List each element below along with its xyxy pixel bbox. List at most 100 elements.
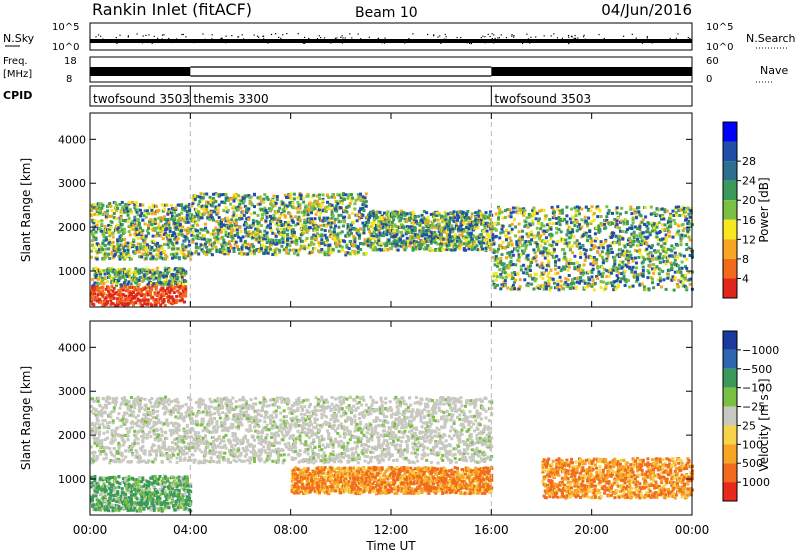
- heatmap-cell: [482, 220, 486, 224]
- heatmap-cell: [372, 237, 376, 241]
- heatmap-cell: [213, 236, 217, 240]
- heatmap-cell: [571, 278, 575, 282]
- heatmap-cell: [493, 263, 497, 267]
- heatmap-cell: [405, 218, 409, 222]
- heatmap-cell: [185, 213, 189, 217]
- heatmap-cell: [314, 212, 318, 216]
- heatmap-cell: [117, 245, 121, 249]
- heatmap-cell: [112, 245, 116, 249]
- heatmap-cell: [628, 285, 632, 289]
- heatmap-cell: [592, 211, 596, 215]
- heatmap-cell: [93, 285, 97, 289]
- heatmap-cell: [239, 206, 243, 210]
- heatmap-cell: [535, 242, 539, 246]
- heatmap-cell: [147, 251, 150, 255]
- heatmap-cell: [469, 215, 473, 219]
- heatmap-cell: [662, 255, 666, 258]
- heatmap-cell: [581, 244, 585, 248]
- heatmap-cell: [120, 200, 124, 204]
- heatmap-cell: [590, 220, 594, 224]
- heatmap-cell: [229, 202, 233, 206]
- heatmap-cell: [543, 217, 547, 221]
- heatmap-cell: [458, 238, 462, 242]
- heatmap-cell: [482, 241, 486, 245]
- heatmap-cell: [171, 234, 174, 237]
- nsky-point: [412, 41, 414, 43]
- heatmap-cell: [372, 220, 376, 224]
- heatmap-cell: [666, 276, 670, 280]
- heatmap-cell: [184, 279, 188, 283]
- heatmap-cell: [112, 286, 116, 290]
- heatmap-cell: [482, 222, 486, 226]
- heatmap-cell: [478, 220, 482, 224]
- heatmap-cell: [167, 235, 171, 239]
- nsky-point: [381, 42, 383, 44]
- heatmap-cell: [508, 208, 512, 212]
- nsky-point: [635, 37, 637, 39]
- heatmap-cell: [663, 242, 667, 246]
- heatmap-cell: [323, 206, 327, 210]
- heatmap-cell: [167, 297, 171, 301]
- nsky-point: [568, 43, 570, 45]
- nsky-point: [211, 34, 213, 36]
- heatmap-cell: [145, 245, 149, 249]
- heatmap-cell: [670, 278, 674, 282]
- heatmap-cell: [167, 208, 171, 212]
- heatmap-cell: [383, 211, 386, 215]
- heatmap-cell: [402, 211, 406, 215]
- heatmap-cell: [316, 234, 320, 238]
- heatmap-cell: [282, 227, 286, 231]
- heatmap-cell: [672, 214, 676, 217]
- heatmap-cell: [300, 210, 304, 214]
- heatmap-cell: [163, 303, 167, 307]
- heatmap-cell: [361, 203, 365, 207]
- heatmap-cell: [533, 209, 537, 213]
- heatmap-cell: [361, 198, 365, 202]
- heatmap-cell: [216, 211, 220, 215]
- heatmap-cell: [150, 281, 154, 285]
- heatmap-cell: [364, 192, 368, 196]
- heatmap-cell: [172, 208, 176, 212]
- nsky-point: [304, 36, 306, 38]
- heatmap-cell: [572, 216, 576, 220]
- heatmap-cell: [230, 224, 234, 227]
- heatmap-cell: [240, 245, 244, 249]
- heatmap-cell: [605, 205, 609, 209]
- heatmap-cell: [102, 269, 106, 272]
- heatmap-cell: [174, 235, 178, 239]
- heatmap-cell: [251, 221, 255, 225]
- heatmap-cell: [560, 211, 564, 215]
- heatmap-cell: [321, 197, 325, 201]
- heatmap-cell: [613, 259, 617, 263]
- heatmap-cell: [128, 246, 132, 250]
- heatmap-cell: [243, 227, 247, 231]
- heatmap-cell: [275, 227, 279, 231]
- heatmap-cell: [163, 249, 166, 253]
- heatmap-cell: [350, 223, 353, 227]
- heatmap-cell: [335, 204, 339, 208]
- heatmap-cell: [357, 236, 361, 240]
- heatmap-cell: [653, 211, 657, 215]
- heatmap-cell: [534, 217, 538, 221]
- heatmap-cell: [550, 233, 554, 237]
- nsky-point: [351, 37, 353, 39]
- heatmap-cell: [94, 276, 98, 280]
- heatmap-cell: [180, 275, 184, 279]
- heatmap-cell: [133, 218, 137, 222]
- heatmap-cell: [551, 222, 555, 226]
- heatmap-cell: [620, 252, 624, 256]
- heatmap-cell: [389, 241, 393, 245]
- heatmap-cell: [513, 271, 516, 274]
- heatmap-cell: [217, 216, 221, 219]
- nsky-point: [360, 38, 362, 40]
- heatmap-cell: [272, 213, 276, 217]
- heatmap-cell: [106, 213, 109, 217]
- heatmap-cell: [347, 193, 351, 197]
- heatmap-cell: [279, 227, 283, 231]
- heatmap-cell: [578, 268, 581, 272]
- heatmap-cell: [251, 223, 255, 227]
- heatmap-cell: [339, 213, 343, 217]
- heatmap-cell: [542, 224, 546, 228]
- heatmap-cell: [505, 236, 508, 240]
- heatmap-cell: [318, 244, 321, 248]
